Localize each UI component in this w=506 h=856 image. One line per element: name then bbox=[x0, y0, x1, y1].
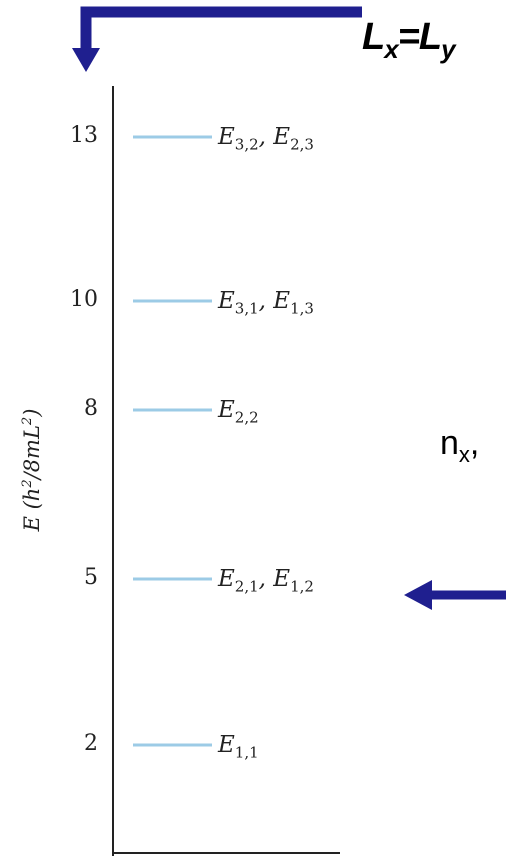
level-label-2: E1,1 bbox=[218, 732, 259, 762]
side-note-n: n bbox=[440, 424, 459, 462]
side-note-tail: , bbox=[470, 424, 479, 462]
side-note-sub: x bbox=[459, 442, 470, 467]
level-13-sub-a: 3,2 bbox=[235, 136, 259, 154]
title-sub-y: y bbox=[441, 34, 454, 64]
tick-label-5: 5 bbox=[58, 565, 98, 590]
level-10-sub-b: 1,3 bbox=[290, 300, 314, 318]
title-l: L bbox=[362, 16, 384, 58]
level-5-e-a: E bbox=[218, 566, 235, 592]
tick-label-2: 2 bbox=[58, 731, 98, 756]
level-10-e-a: E bbox=[218, 288, 235, 314]
level-5-sep: , bbox=[259, 566, 274, 592]
axis-label-sup1: 2 bbox=[20, 479, 35, 487]
top-bent-arrow-head bbox=[72, 48, 100, 72]
level-5-e-b: E bbox=[273, 566, 290, 592]
level-13-sep: , bbox=[259, 124, 274, 150]
level-10-sub-a: 3,1 bbox=[235, 300, 259, 318]
axis-label-e: E (h bbox=[20, 488, 44, 532]
level-8-e-a: E bbox=[218, 397, 235, 423]
tick-label-8: 8 bbox=[58, 396, 98, 421]
header-title: Lx=Ly bbox=[362, 16, 455, 65]
axis-label-end: ) bbox=[20, 409, 44, 417]
top-bent-arrow bbox=[86, 12, 362, 50]
level-label-10: E3,1, E1,3 bbox=[218, 288, 314, 318]
level-8-sub-a: 2,2 bbox=[235, 409, 259, 427]
side-note: nx, bbox=[440, 424, 479, 468]
title-l2: L bbox=[419, 16, 441, 58]
level-2-sub-a: 1,1 bbox=[235, 744, 259, 762]
level-10-e-b: E bbox=[273, 288, 290, 314]
tick-label-13: 13 bbox=[58, 123, 98, 148]
tick-label-10: 10 bbox=[58, 287, 98, 312]
level-10-sep: , bbox=[259, 288, 274, 314]
axis-label-sup2: 2 bbox=[20, 417, 35, 425]
y-axis-label: E (h2/8mL2) bbox=[20, 409, 44, 532]
level-13-e-b: E bbox=[273, 124, 290, 150]
level-label-8: E2,2 bbox=[218, 397, 259, 427]
degeneracy-arrow-head bbox=[404, 580, 432, 610]
level-label-5: E2,1, E1,2 bbox=[218, 566, 314, 596]
level-13-sub-b: 2,3 bbox=[290, 136, 314, 154]
level-5-sub-a: 2,1 bbox=[235, 578, 259, 596]
title-equals: = bbox=[398, 16, 419, 58]
title-sub-x: x bbox=[384, 34, 397, 64]
level-label-13: E3,2, E2,3 bbox=[218, 124, 314, 154]
level-13-e-a: E bbox=[218, 124, 235, 150]
level-5-sub-b: 1,2 bbox=[290, 578, 314, 596]
axis-label-mid: /8mL bbox=[20, 425, 44, 479]
level-2-e-a: E bbox=[218, 732, 235, 758]
